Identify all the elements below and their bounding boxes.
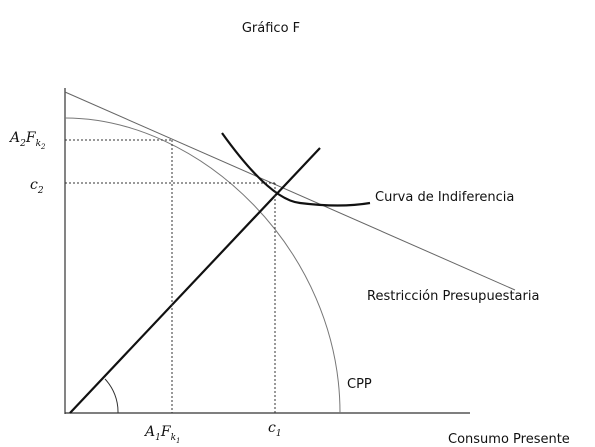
label-part: F — [160, 424, 172, 440]
label-part: c — [30, 177, 38, 193]
label-part: A — [8, 130, 20, 146]
y-label-lower: c2 — [30, 177, 44, 196]
label-part: 1 — [276, 429, 282, 439]
label-part: 2 — [19, 139, 26, 149]
label-part: 1 — [176, 437, 180, 445]
label-part: 2 — [40, 143, 46, 151]
ppf-curve — [64, 117, 341, 414]
label-part: k — [36, 139, 41, 149]
budget-line — [64, 91, 516, 291]
label-part: A — [143, 424, 155, 440]
x-label-right: c1 — [268, 420, 282, 439]
label-part: 2 — [37, 186, 44, 196]
label-part: F — [25, 130, 37, 146]
budget-label: Restricción Presupuestaria — [367, 289, 539, 304]
guides — [65, 139, 276, 413]
y-label-upper: A2Fk2 — [8, 130, 46, 151]
label-part: 1 — [155, 433, 161, 443]
angle-arc — [104, 378, 119, 414]
ppf-label: CPP — [347, 377, 372, 392]
indifference-label: Curva de Indiferencia — [375, 190, 514, 205]
label-part: c — [268, 420, 276, 436]
label-part: k — [171, 433, 176, 443]
title: Gráfico F — [242, 21, 300, 36]
x-axis-label: Consumo Presente — [448, 432, 570, 447]
ray-line — [69, 147, 321, 414]
x-label-left: A1Fk1 — [143, 424, 181, 445]
indifference-curve — [221, 132, 371, 207]
